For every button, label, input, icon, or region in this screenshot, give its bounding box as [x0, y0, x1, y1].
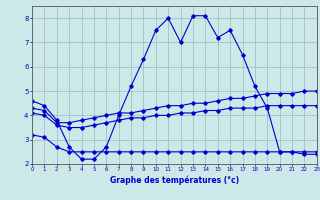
X-axis label: Graphe des températures (°c): Graphe des températures (°c) [110, 175, 239, 185]
